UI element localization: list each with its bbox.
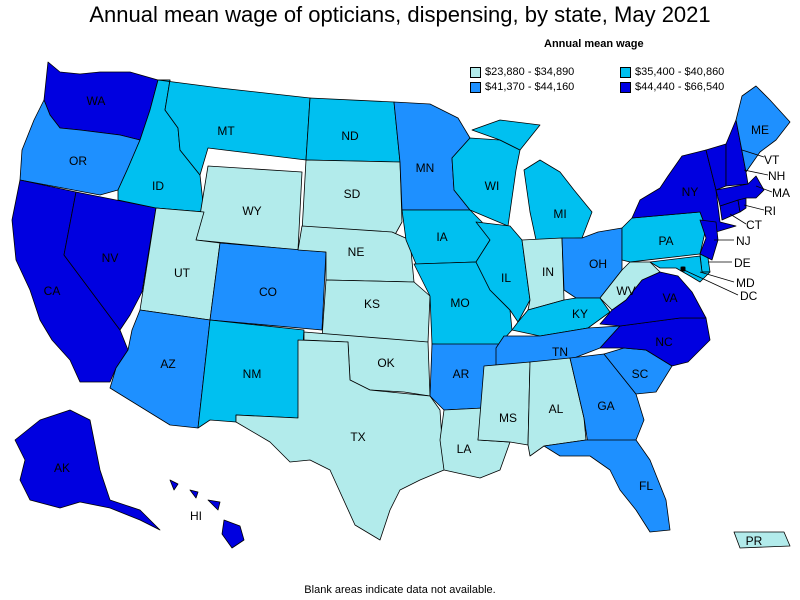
label-DE: DE (734, 256, 751, 270)
label-NY: NY (682, 185, 699, 199)
label-NM: NM (243, 367, 262, 381)
state-NJ[interactable] (699, 219, 719, 261)
legend-label-1: $23,880 - $34,890 (485, 66, 575, 78)
label-MO: MO (450, 296, 469, 310)
label-TX: TX (350, 430, 365, 444)
label-PA: PA (658, 234, 673, 248)
label-OH: OH (589, 257, 607, 271)
state-TX[interactable] (235, 339, 445, 541)
state-NH[interactable] (725, 119, 749, 187)
state-CO[interactable] (209, 242, 327, 331)
label-SD: SD (344, 187, 361, 201)
state-PR[interactable] (733, 531, 791, 549)
label-RI: RI (764, 204, 776, 218)
state-SD[interactable] (301, 159, 403, 241)
label-AK: AK (54, 461, 70, 475)
label-KY: KY (572, 307, 588, 321)
label-UT: UT (174, 266, 191, 280)
label-ME: ME (751, 123, 769, 137)
label-IA: IA (436, 230, 447, 244)
state-WI[interactable] (451, 137, 521, 227)
label-LA: LA (457, 442, 472, 456)
label-ND: ND (341, 129, 359, 143)
footnote: Blank areas indicate data not available. (304, 584, 496, 596)
label-MN: MN (416, 161, 435, 175)
label-WV: WV (616, 284, 635, 298)
state-AK[interactable] (14, 409, 161, 531)
legend-swatch-1 (470, 66, 481, 78)
state-MI[interactable] (471, 119, 593, 241)
state-labels: WA OR CA NV ID MT WY UT AZ CO NM ND SD N… (44, 94, 769, 548)
legend-swatch-3 (470, 81, 481, 93)
label-SC: SC (632, 367, 649, 381)
label-FL: FL (639, 479, 653, 493)
label-MS: MS (499, 411, 517, 425)
label-NV: NV (102, 251, 119, 265)
label-OR: OR (69, 154, 87, 168)
legend-item-1: $23,880 - $34,890 (470, 66, 574, 78)
label-MI: MI (553, 207, 566, 221)
state-WV[interactable] (599, 261, 661, 311)
label-NH: NH (768, 169, 785, 183)
state-FL[interactable] (543, 439, 671, 533)
label-IN: IN (542, 265, 554, 279)
label-VA: VA (662, 291, 677, 305)
label-NC: NC (655, 335, 673, 349)
label-AL: AL (549, 402, 564, 416)
callouts: VT NH MA RI CT NJ DE MD DC (680, 149, 790, 303)
state-KS[interactable] (321, 279, 431, 343)
state-ME[interactable] (735, 85, 791, 173)
state-IL[interactable] (475, 221, 531, 323)
label-WI: WI (485, 179, 500, 193)
legend-item-2: $35,400 - $40,860 (620, 66, 724, 78)
label-MD: MD (736, 276, 755, 290)
legend-label-3: $41,370 - $44,160 (485, 81, 575, 93)
legend-item-4: $44,440 - $66,540 (620, 81, 724, 93)
label-MA: MA (772, 186, 790, 200)
map-title: Annual mean wage of opticians, dispensin… (89, 2, 711, 27)
label-DC: DC (740, 289, 758, 303)
label-IL: IL (501, 271, 511, 285)
label-MT: MT (217, 124, 235, 138)
label-TN: TN (552, 345, 568, 359)
label-AZ: AZ (160, 357, 175, 371)
state-MS[interactable] (477, 361, 531, 446)
label-WA: WA (87, 94, 106, 108)
label-NE: NE (348, 245, 365, 259)
label-PR: PR (746, 534, 763, 548)
legend-label-4: $44,440 - $66,540 (635, 81, 725, 93)
state-HI[interactable] (169, 479, 245, 549)
label-WY: WY (242, 204, 261, 218)
legend-swatch-4 (620, 81, 631, 93)
legend-swatch-2 (620, 66, 631, 78)
label-VT: VT (764, 153, 780, 167)
label-CO: CO (259, 285, 277, 299)
legend-label-2: $35,400 - $40,860 (635, 66, 725, 78)
legend-title: Annual mean wage (544, 38, 644, 50)
state-MT[interactable] (157, 79, 311, 176)
label-CA: CA (44, 284, 61, 298)
label-ID: ID (152, 179, 164, 193)
label-GA: GA (597, 399, 614, 413)
label-OK: OK (377, 356, 394, 370)
state-MA[interactable] (715, 175, 765, 207)
legend-item-3: $41,370 - $44,160 (470, 81, 574, 93)
label-NJ: NJ (736, 234, 751, 248)
label-KS: KS (364, 297, 380, 311)
label-AR: AR (453, 367, 470, 381)
label-CT: CT (746, 218, 763, 232)
label-HI: HI (190, 509, 202, 523)
